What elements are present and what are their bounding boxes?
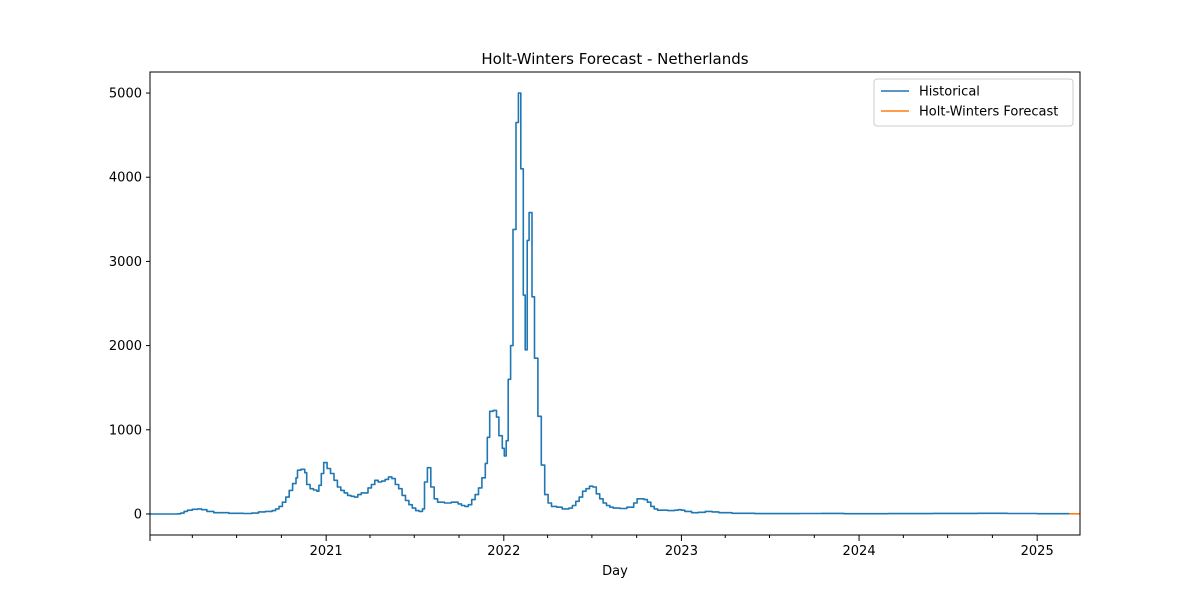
x-tick-label: 2022 <box>487 544 520 559</box>
x-axis: 2021 2022 2023 2024 2025 <box>149 535 1054 559</box>
chart-title: Holt-Winters Forecast - Netherlands <box>481 50 748 68</box>
y-tick-label: 2000 <box>109 339 142 354</box>
legend-label-0: Historical <box>919 85 980 100</box>
series-line-0 <box>150 92 1071 515</box>
x-axis-label: Day <box>602 564 628 579</box>
y-tick-label: 4000 <box>109 171 142 186</box>
y-tick-label: 0 <box>134 507 142 522</box>
plot-area <box>150 92 1080 515</box>
legend-label-1: Holt-Winters Forecast <box>919 105 1058 120</box>
y-tick-label: 5000 <box>109 87 142 102</box>
y-tick-label: 3000 <box>109 255 142 270</box>
axes-frame <box>149 71 1081 536</box>
x-tick-label: 2025 <box>1021 544 1054 559</box>
x-tick-label: 2023 <box>665 544 698 559</box>
x-tick-label: 2021 <box>310 544 343 559</box>
legend-box <box>873 78 1074 127</box>
legend: Historical Holt-Winters Forecast <box>873 78 1074 127</box>
x-tick-label: 2024 <box>843 544 876 559</box>
y-tick-label: 1000 <box>109 423 142 438</box>
y-axis: 0 1000 2000 3000 4000 5000 <box>109 87 150 522</box>
